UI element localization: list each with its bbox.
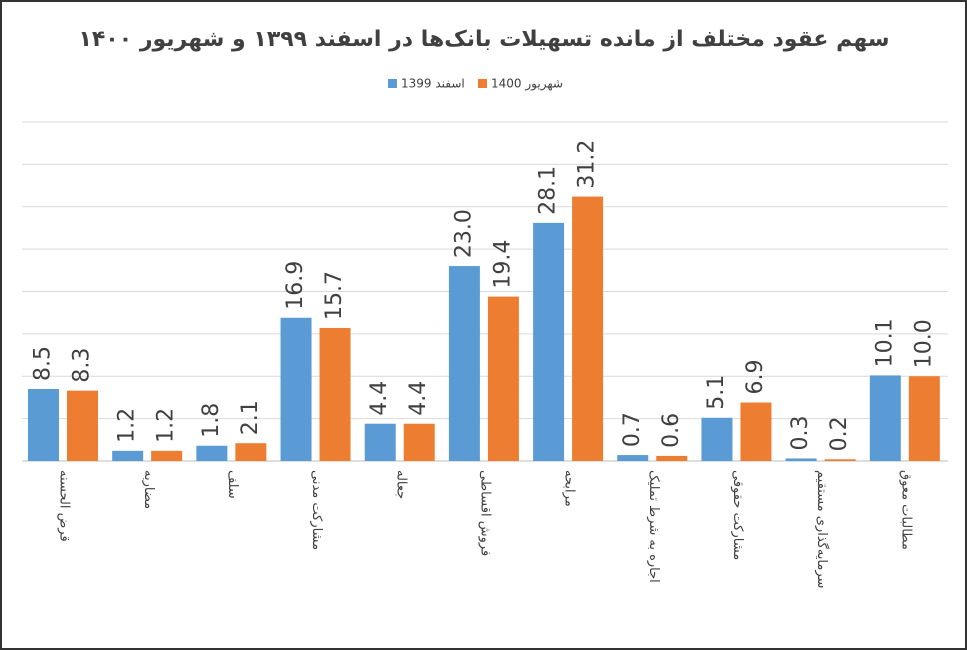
bar [196, 445, 228, 461]
bar [572, 196, 604, 461]
bar [235, 443, 267, 461]
x-tick-label: مضاربه [141, 470, 156, 509]
value-label: 10.0 [911, 319, 936, 368]
bar [701, 417, 733, 461]
x-tick-label: سرمایه‌گذاری مستقیم [814, 470, 830, 588]
value-label: 1.8 [199, 403, 224, 438]
bar [112, 450, 144, 461]
legend-swatch [478, 79, 487, 88]
value-label: 8.3 [70, 348, 95, 383]
bar [151, 450, 183, 461]
bar [785, 458, 817, 461]
value-label: 19.4 [490, 240, 515, 289]
bar [67, 390, 98, 461]
bar [403, 423, 435, 461]
value-label: 31.2 [575, 140, 600, 189]
x-tick-label: جعاله [393, 470, 408, 499]
x-tick-label: مرابحه [562, 470, 577, 507]
bar [487, 296, 519, 461]
legend-label: شهریور 1400 [491, 77, 563, 92]
value-label: 0.7 [620, 412, 645, 447]
bar [908, 376, 940, 461]
value-label: 0.6 [659, 413, 684, 448]
value-label: 4.4 [406, 381, 431, 416]
value-label: 1.2 [154, 408, 179, 443]
value-label: 10.1 [872, 318, 897, 367]
value-label: 0.3 [788, 415, 813, 450]
bar [824, 459, 856, 461]
x-tick-label: اجاره به شرط تملیک [646, 470, 661, 583]
bar [533, 222, 565, 461]
bar [617, 455, 649, 461]
bar [448, 266, 480, 461]
x-tick-label: سلف [225, 470, 240, 499]
x-tick-label: مشارکت حقوقی [730, 470, 745, 560]
bar [319, 327, 351, 461]
x-tick-label: قرض الحسنه [57, 470, 72, 542]
legend-label: اسفند 1399 [401, 77, 465, 91]
x-tick-label: مطالبات معوق [898, 470, 913, 550]
value-label: 0.2 [827, 416, 852, 451]
x-tick-label: مشارکت مدنی [309, 470, 324, 550]
value-label: 16.9 [283, 261, 308, 310]
value-label: 1.2 [115, 408, 140, 443]
value-label: 2.1 [238, 400, 263, 435]
value-label: 5.1 [704, 375, 729, 410]
value-label: 4.4 [367, 381, 392, 416]
bar [656, 455, 688, 461]
value-label: 6.9 [743, 360, 768, 395]
value-label: 23.0 [451, 209, 476, 258]
bar [740, 402, 772, 461]
value-label: 8.5 [31, 346, 56, 381]
bar [280, 317, 312, 461]
bar [869, 375, 901, 461]
bar [28, 388, 59, 461]
value-label: 28.1 [536, 166, 561, 215]
bar [364, 423, 396, 461]
legend-swatch [388, 79, 397, 88]
value-label: 15.7 [322, 271, 347, 320]
x-tick-label: فروش اقساطی [478, 470, 493, 556]
chart-title: سهم عقود مختلف از مانده تسهیلات بانک‌ها … [78, 27, 889, 52]
